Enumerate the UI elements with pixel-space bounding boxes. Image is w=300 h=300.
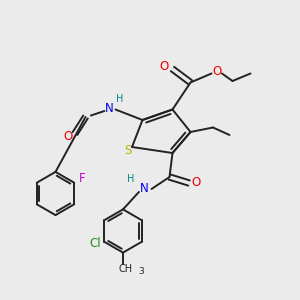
Text: 3: 3 [139, 267, 144, 276]
Text: N: N [105, 102, 114, 115]
Text: O: O [192, 176, 201, 190]
Text: S: S [125, 144, 132, 157]
Text: H: H [116, 94, 124, 104]
Text: O: O [212, 64, 221, 78]
Text: F: F [79, 172, 86, 185]
Text: Cl: Cl [89, 237, 100, 250]
Text: O: O [160, 59, 169, 73]
Text: H: H [127, 173, 134, 184]
Text: CH: CH [119, 264, 133, 274]
Text: O: O [64, 130, 73, 143]
Text: N: N [140, 182, 148, 196]
